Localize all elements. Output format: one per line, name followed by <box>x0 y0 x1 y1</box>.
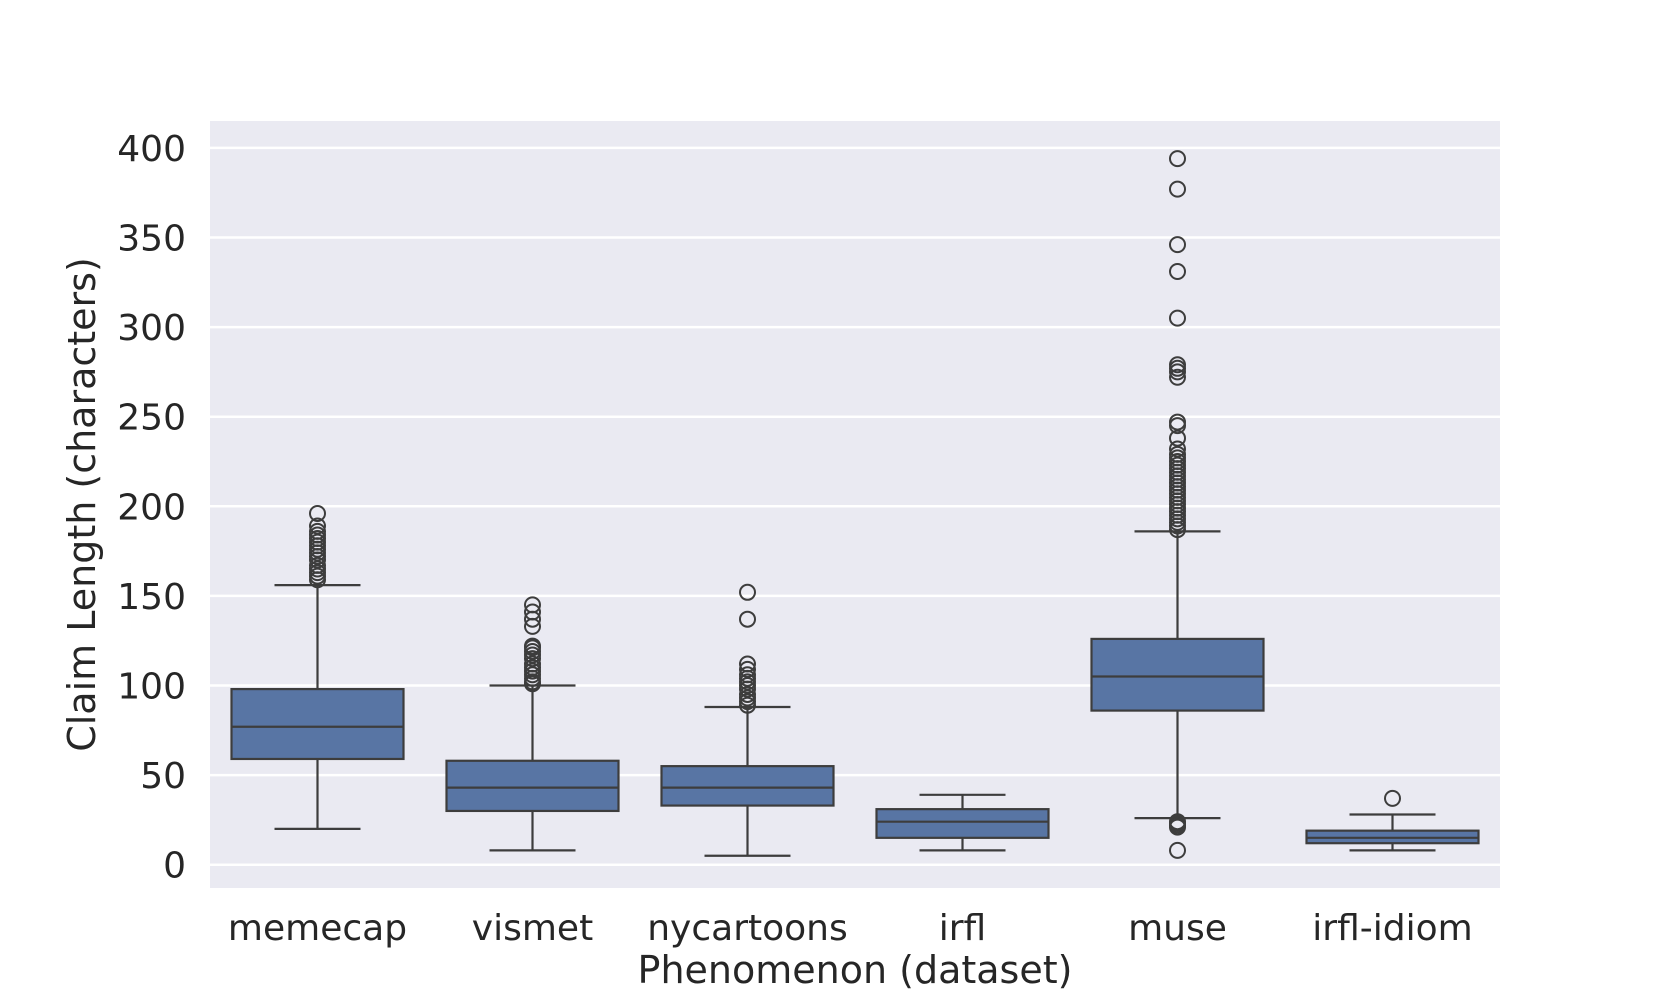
box-iqr <box>1090 637 1265 712</box>
x-tick-label: irfl <box>939 908 986 949</box>
box-vismet <box>445 596 620 852</box>
outlier-point <box>739 655 756 673</box>
y-tick-label: 250 <box>117 398 186 439</box>
y-tick-label: 200 <box>117 487 186 528</box>
outlier-point <box>1169 440 1186 458</box>
gridlines <box>210 146 1500 866</box>
x-tick-label: vismet <box>472 908 593 949</box>
x-tick-label: memecap <box>228 908 407 949</box>
box-iqr <box>660 765 835 807</box>
plot-area <box>210 121 1500 888</box>
outlier-point <box>1169 180 1186 198</box>
outlier-point <box>739 685 756 703</box>
outlier-point <box>1169 813 1186 831</box>
box-irfl <box>875 793 1050 852</box>
outlier-point <box>739 583 756 601</box>
y-tick-label: 0 <box>163 846 186 887</box>
outlier-point <box>1169 841 1186 859</box>
outlier-point <box>309 517 326 535</box>
y-tick-labels: 0 50 100 150 200 250 300 350 400 <box>117 129 186 887</box>
box-nycartoons <box>660 583 835 857</box>
outlier-point <box>524 637 541 655</box>
outlier-point <box>524 603 541 621</box>
y-tick-label: 350 <box>117 218 186 259</box>
outlier-point <box>739 610 756 628</box>
outlier-point <box>1169 368 1186 386</box>
outlier-point <box>1169 445 1186 463</box>
y-tick-label: 400 <box>117 129 186 170</box>
x-tick-label: muse <box>1128 908 1227 949</box>
y-tick-label: 50 <box>140 756 186 797</box>
outlier-point <box>309 504 326 522</box>
x-tick-label: nycartoons <box>647 908 848 949</box>
x-axis-label: Phenomenon (dataset) <box>638 948 1073 992</box>
outlier-point <box>1169 356 1186 374</box>
outlier-point <box>1169 236 1186 254</box>
box-irfl-idiom <box>1305 789 1480 852</box>
boxes <box>230 150 1480 859</box>
x-tick-labels: memecap vismet nycartoons irfl muse irfl-idio… <box>228 908 1473 949</box>
box-iqr <box>445 759 620 813</box>
outlier-point <box>1169 429 1186 447</box>
outlier-point <box>1169 413 1186 431</box>
outlier-point <box>524 655 541 673</box>
box-muse <box>1090 150 1265 859</box>
box-iqr <box>875 808 1050 839</box>
outlier-point <box>1169 263 1186 281</box>
outlier-point <box>1384 789 1401 807</box>
y-tick-label: 150 <box>117 577 186 618</box>
outlier-point <box>524 596 541 614</box>
y-tick-label: 100 <box>117 666 186 707</box>
outlier-point <box>309 556 326 574</box>
box-iqr <box>230 687 405 761</box>
box-memecap <box>230 504 405 830</box>
outlier-point <box>739 666 756 684</box>
outlier-point <box>1169 150 1186 168</box>
outlier-point <box>309 522 326 540</box>
outlier-point <box>739 660 756 678</box>
y-tick-label: 300 <box>117 308 186 349</box>
y-axis-label: Claim Length (characters) <box>60 257 104 752</box>
x-tick-label: irfl-idiom <box>1312 908 1472 949</box>
outlier-point <box>1169 309 1186 327</box>
